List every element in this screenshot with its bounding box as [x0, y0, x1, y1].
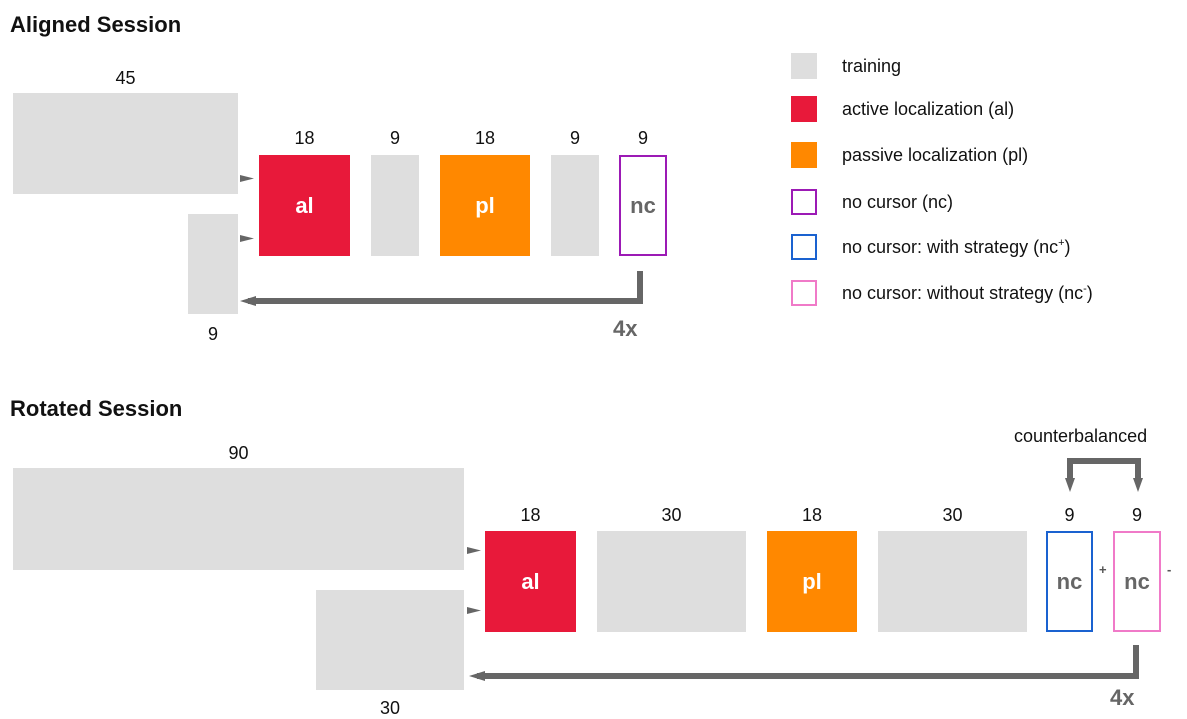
rotated-training-2-count: 30 [942, 505, 963, 525]
aligned-loop-vertical [637, 271, 643, 304]
rotated-training-1-block [597, 531, 746, 632]
rotated-nc-plus-superscript: + [1099, 562, 1107, 577]
rotated-training-bottom-count: 30 [379, 698, 401, 718]
aligned-training-1-count: 9 [389, 128, 400, 148]
legend-without-strategy-sup: - [1083, 283, 1087, 295]
counterbalance-left-arrowhead [1065, 478, 1075, 492]
rotated-pointer-top-arrow [467, 547, 481, 554]
legend-with-strategy-text: no cursor: with strategy (nc [842, 237, 1059, 257]
legend-with-strategy-paren: ) [1064, 237, 1071, 257]
counterbalance-bracket-top [1067, 458, 1141, 464]
aligned-repeat-label: 4x [613, 316, 638, 341]
rotated-training-1-count: 30 [661, 505, 682, 525]
aligned-loop-arrowhead [240, 296, 256, 306]
rotated-training-bottom-block [316, 590, 464, 690]
rotated-loop-horizontal [477, 673, 1139, 679]
aligned-training-bottom-count: 9 [207, 324, 218, 344]
rotated-passive-localization-block: pl [767, 531, 857, 632]
rotated-training-2-block [878, 531, 1027, 632]
legend-without-strategy-text: no cursor: without strategy (nc [842, 283, 1084, 303]
rotated-training-top-block [13, 468, 464, 570]
counterbalance-right-arrowhead [1133, 478, 1143, 492]
rotated-repeat-label: 4x [1110, 685, 1135, 710]
rotated-loop-vertical [1133, 645, 1139, 679]
legend-nocursor-swatch [791, 189, 817, 215]
rotated-nc-minus-count: 9 [1131, 505, 1142, 525]
aligned-pointer-top-arrow [240, 175, 254, 182]
aligned-pointer-bottom-arrow [240, 235, 254, 242]
aligned-active-localization-block: al [259, 155, 350, 256]
aligned-training-2-count: 9 [569, 128, 580, 148]
aligned-loop-horizontal [248, 298, 643, 304]
aligned-passive-localization-block: pl [440, 155, 530, 256]
legend-without-strategy-label: no cursor: without strategy (nc-) [842, 283, 1093, 304]
legend-active-swatch [791, 96, 817, 122]
legend-passive-swatch [791, 142, 817, 168]
legend-without-strategy-swatch [791, 280, 817, 306]
aligned-training-2-block [551, 155, 599, 256]
aligned-training-1-block [371, 155, 419, 256]
rotated-loop-arrowhead [469, 671, 485, 681]
legend-with-strategy-label: no cursor: with strategy (nc+) [842, 237, 1071, 258]
rotated-nc-plus-count: 9 [1064, 505, 1075, 525]
rotated-pl-count: 18 [801, 505, 823, 525]
legend-training-swatch [791, 53, 817, 79]
aligned-training-bottom-block [188, 214, 238, 314]
legend-training-label: training [842, 56, 902, 76]
rotated-pointer-bottom-arrow [467, 607, 481, 614]
legend-nocursor-label: no cursor (nc) [842, 192, 954, 212]
legend-without-strategy-paren: ) [1086, 283, 1093, 303]
aligned-no-cursor-block: nc [619, 155, 667, 256]
aligned-training-top-block [13, 93, 238, 194]
counterbalance-bracket-left [1067, 458, 1073, 480]
rotated-training-top-count: 90 [228, 443, 249, 463]
rotated-no-cursor-with-strategy-block: nc [1046, 531, 1093, 632]
aligned-session-title: Aligned Session [10, 12, 182, 37]
rotated-al-count: 18 [520, 505, 541, 525]
aligned-pl-count: 18 [474, 128, 496, 148]
rotated-nc-minus-superscript: - [1167, 562, 1172, 577]
rotated-active-localization-block: al [485, 531, 576, 632]
legend-active-label: active localization (al) [842, 99, 1015, 119]
aligned-training-top-count: 45 [115, 68, 136, 88]
rotated-no-cursor-without-strategy-block: nc [1113, 531, 1161, 632]
aligned-al-count: 18 [294, 128, 315, 148]
rotated-session-title: Rotated Session [10, 396, 183, 421]
counterbalance-bracket-right [1135, 458, 1141, 480]
counterbalanced-label: counterbalanced [1014, 426, 1148, 446]
legend-passive-label: passive localization (pl) [842, 145, 1029, 165]
legend-with-strategy-sup: + [1058, 237, 1065, 249]
aligned-nc-count: 9 [637, 128, 648, 148]
legend-with-strategy-swatch [791, 234, 817, 260]
